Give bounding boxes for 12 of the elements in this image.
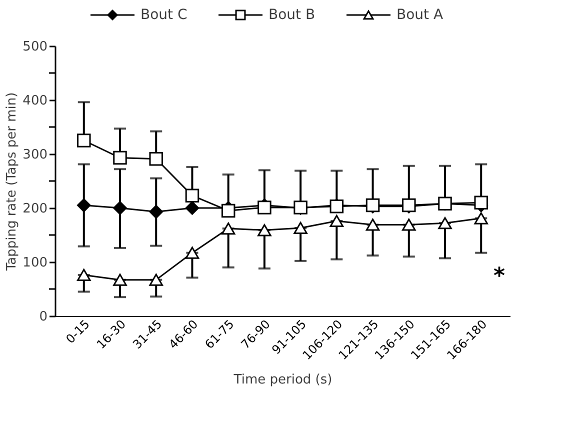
y-tick-label: 200 [22,202,48,216]
legend-label: Bout C [140,7,188,23]
annotation: * [493,264,506,289]
y-tick-label: 400 [22,94,48,108]
y-axis-title: Tapping rate (Taps per min) [4,92,20,272]
y-tick-label: 0 [39,310,48,324]
x-axis-title: Time period (s) [232,372,332,388]
y-tick-label: 500 [22,40,48,54]
legend-label: Bout A [396,7,444,23]
y-tick-label: 300 [22,148,48,162]
y-tick-label: 100 [22,256,48,270]
legend-label: Bout B [268,7,316,23]
